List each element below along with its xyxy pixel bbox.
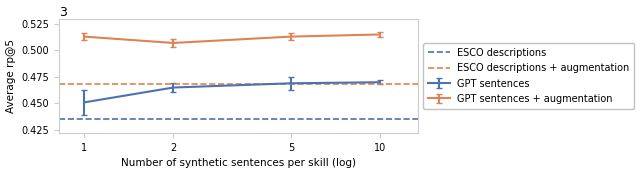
ESCO descriptions xyxy=(81,118,88,120)
Y-axis label: Average rp@5: Average rp@5 xyxy=(6,39,15,113)
ESCO descriptions + augmentation xyxy=(81,83,88,85)
Legend: ESCO descriptions, ESCO descriptions + augmentation, GPT sentences, GPT sentence: ESCO descriptions, ESCO descriptions + a… xyxy=(423,43,634,109)
Text: 3: 3 xyxy=(59,6,67,19)
X-axis label: Number of synthetic sentences per skill (log): Number of synthetic sentences per skill … xyxy=(121,159,356,168)
